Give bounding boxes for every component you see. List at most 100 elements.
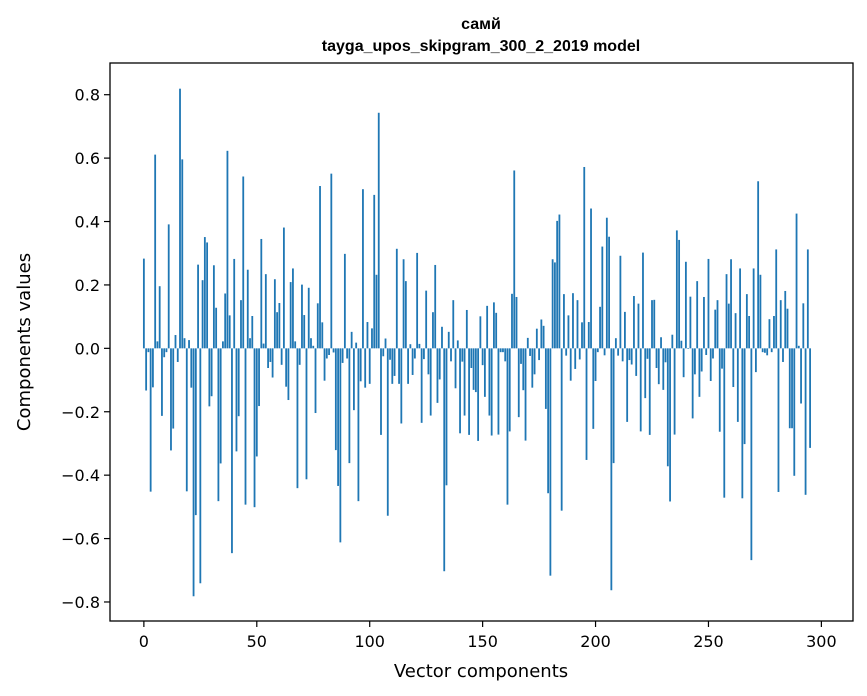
bar-component-218 bbox=[635, 348, 638, 376]
bar-component-201 bbox=[596, 348, 599, 353]
bar-component-252 bbox=[712, 348, 714, 359]
bar-component-113 bbox=[398, 348, 400, 384]
bar-component-150 bbox=[481, 348, 484, 366]
bar-component-68 bbox=[296, 348, 299, 489]
bar-component-243 bbox=[691, 348, 694, 419]
bar-component-65 bbox=[289, 282, 292, 349]
bar-component-257 bbox=[723, 348, 726, 498]
bar-component-76 bbox=[314, 348, 317, 414]
bar-component-289 bbox=[795, 213, 798, 349]
bar-component-164 bbox=[513, 170, 516, 349]
bar-component-256 bbox=[721, 348, 723, 369]
bar-component-69 bbox=[298, 348, 301, 365]
bar-component-264 bbox=[739, 268, 741, 349]
bar-component-212 bbox=[621, 348, 624, 362]
bar-component-71 bbox=[303, 315, 306, 349]
bar-component-295 bbox=[809, 348, 811, 448]
bar-component-142 bbox=[463, 348, 466, 416]
bar-component-37 bbox=[226, 150, 229, 349]
bar-component-159 bbox=[502, 348, 504, 353]
bar-component-254 bbox=[716, 300, 719, 349]
bar-component-186 bbox=[563, 294, 565, 349]
bar-component-213 bbox=[624, 311, 626, 349]
bar-component-100 bbox=[368, 348, 371, 384]
bar-component-249 bbox=[705, 348, 708, 355]
bar-component-239 bbox=[682, 348, 685, 378]
bar-component-132 bbox=[441, 326, 443, 349]
bar-component-199 bbox=[592, 348, 595, 429]
x-tick-label: 100 bbox=[354, 632, 385, 651]
bar-component-80 bbox=[323, 348, 326, 381]
bar-component-277 bbox=[768, 319, 771, 349]
y-tick-label: −0.6 bbox=[61, 530, 100, 549]
bar-component-187 bbox=[565, 348, 568, 356]
bar-component-119 bbox=[411, 348, 414, 375]
bar-component-15 bbox=[176, 348, 179, 362]
bar-component-105 bbox=[380, 348, 382, 435]
bar-component-233 bbox=[669, 348, 671, 502]
bar-component-45 bbox=[244, 348, 247, 505]
bar-component-38 bbox=[228, 315, 231, 349]
y-tick-label: 0.8 bbox=[75, 86, 100, 105]
bar-component-217 bbox=[633, 296, 635, 349]
bar-component-59 bbox=[276, 312, 279, 349]
bar-component-268 bbox=[748, 316, 751, 349]
bar-component-84 bbox=[332, 348, 335, 353]
bar-component-189 bbox=[569, 348, 572, 381]
bar-component-90 bbox=[346, 348, 349, 359]
bar-component-136 bbox=[450, 348, 452, 362]
bar-component-191 bbox=[574, 348, 577, 369]
bar-component-127 bbox=[429, 348, 432, 416]
bar-component-62 bbox=[282, 227, 285, 349]
bar-component-78 bbox=[319, 186, 321, 349]
bar-component-36 bbox=[224, 293, 227, 349]
bar-component-292 bbox=[802, 303, 805, 349]
bar-component-10 bbox=[165, 348, 168, 353]
bar-component-294 bbox=[806, 249, 809, 349]
bar-component-200 bbox=[594, 348, 597, 381]
bar-component-206 bbox=[608, 236, 611, 349]
bar-component-88 bbox=[341, 348, 344, 363]
bar-component-244 bbox=[694, 348, 696, 375]
bar-component-52 bbox=[260, 238, 263, 349]
bar-component-109 bbox=[389, 348, 391, 360]
y-tick-label: −0.8 bbox=[61, 593, 100, 612]
bar-component-27 bbox=[203, 237, 206, 349]
x-axis-label: Vector components bbox=[394, 661, 568, 682]
bar-component-101 bbox=[371, 328, 373, 349]
bar-component-275 bbox=[764, 348, 766, 353]
bar-component-229 bbox=[660, 337, 662, 349]
bar-component-182 bbox=[553, 262, 556, 349]
bar-component-204 bbox=[603, 348, 606, 356]
bar-component-40 bbox=[233, 258, 236, 349]
bar-component-258 bbox=[725, 274, 728, 349]
bar-component-30 bbox=[210, 348, 213, 397]
bar-component-115 bbox=[402, 259, 405, 349]
bar-component-12 bbox=[170, 348, 172, 451]
bar-component-134 bbox=[445, 348, 448, 486]
bar-component-121 bbox=[416, 252, 419, 349]
bar-component-108 bbox=[386, 348, 389, 516]
bar-component-232 bbox=[666, 348, 669, 467]
y-axis-label: Components values bbox=[14, 253, 35, 431]
y-tick-label: 0.0 bbox=[75, 339, 100, 358]
bar-component-207 bbox=[610, 348, 613, 591]
bar-component-183 bbox=[556, 220, 559, 349]
bar-component-167 bbox=[520, 348, 522, 364]
bar-component-230 bbox=[662, 348, 665, 390]
plot-area-frame bbox=[109, 62, 854, 622]
bar-component-177 bbox=[542, 325, 545, 349]
bar-component-208 bbox=[612, 348, 615, 464]
bar-component-4 bbox=[152, 348, 154, 388]
bar-component-251 bbox=[709, 348, 712, 381]
bar-component-152 bbox=[486, 305, 489, 349]
bar-component-175 bbox=[538, 348, 540, 361]
bar-component-145 bbox=[470, 348, 473, 368]
bar-component-56 bbox=[269, 348, 272, 362]
bar-component-125 bbox=[425, 290, 428, 349]
bar-component-135 bbox=[447, 331, 450, 349]
bar-component-140 bbox=[459, 348, 461, 434]
bar-component-144 bbox=[468, 348, 470, 435]
bar-component-49 bbox=[253, 348, 256, 508]
bar-component-155 bbox=[493, 302, 495, 349]
